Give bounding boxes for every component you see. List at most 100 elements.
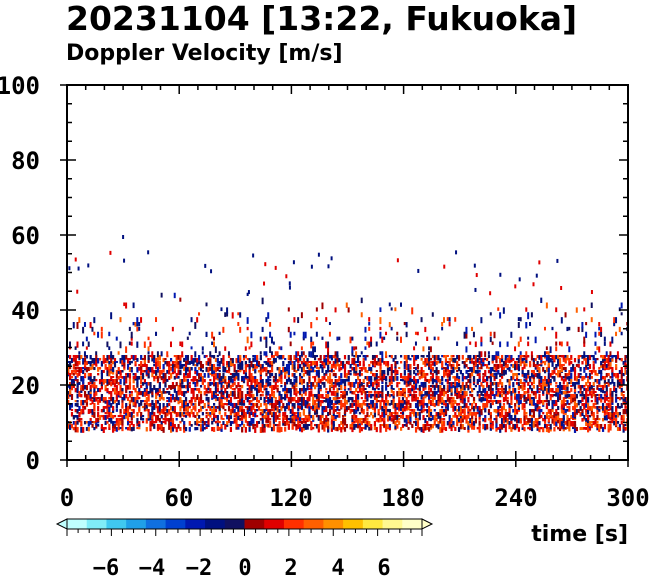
velocity-cell xyxy=(156,351,159,358)
velocity-cell xyxy=(173,397,176,403)
velocity-cell xyxy=(349,370,352,373)
velocity-cell xyxy=(91,379,94,384)
velocity-cell xyxy=(377,409,380,414)
velocity-cell xyxy=(366,397,369,402)
velocity-cell xyxy=(375,370,378,373)
velocity-cell xyxy=(323,427,326,432)
velocity-cell xyxy=(428,385,431,391)
velocity-cell xyxy=(478,385,481,391)
velocity-cell xyxy=(270,409,274,412)
velocity-cell xyxy=(287,421,290,424)
velocity-cell xyxy=(156,391,160,396)
velocity-cell xyxy=(76,382,79,388)
colorbar-label-4: 4 xyxy=(331,556,344,579)
velocity-cell xyxy=(110,364,113,370)
velocity-cell xyxy=(272,391,276,394)
velocity-cell xyxy=(289,415,292,418)
velocity-cell xyxy=(186,367,190,372)
velocity-cell xyxy=(459,412,463,417)
velocity-cell xyxy=(261,424,264,428)
velocity-cell xyxy=(82,385,85,391)
velocity-cell xyxy=(284,382,287,386)
velocity-cell xyxy=(233,388,236,391)
velocity-cell xyxy=(506,379,509,383)
velocity-cell xyxy=(540,355,543,361)
velocity-cell xyxy=(336,361,339,366)
velocity-cell xyxy=(364,403,367,406)
velocity-cell xyxy=(222,403,225,407)
velocity-cell xyxy=(136,394,139,399)
velocity-cell xyxy=(117,394,120,398)
velocity-cell xyxy=(469,409,472,412)
velocity-cell xyxy=(388,427,391,431)
velocity-cell xyxy=(297,364,300,369)
velocity-cell xyxy=(177,400,180,405)
velocity-cell xyxy=(581,412,584,417)
velocity-cell xyxy=(379,376,382,381)
velocity-cell xyxy=(482,358,485,363)
velocity-cell xyxy=(121,364,124,367)
velocity-cell xyxy=(545,427,549,433)
velocity-cell xyxy=(349,424,352,428)
velocity-cell xyxy=(123,415,126,420)
velocity-cell xyxy=(80,409,83,415)
velocity-outlier xyxy=(288,285,291,290)
velocity-cell xyxy=(457,376,461,380)
velocity-cell xyxy=(276,351,279,357)
velocity-cell xyxy=(564,412,567,415)
velocity-cell xyxy=(515,400,519,404)
velocity-cell xyxy=(444,355,448,359)
velocity-cell xyxy=(201,364,204,369)
velocity-cell xyxy=(586,421,590,426)
velocity-cell xyxy=(457,421,461,424)
velocity-cell xyxy=(592,364,595,370)
velocity-cell xyxy=(484,351,487,358)
velocity-cell xyxy=(568,361,571,366)
velocity-cell xyxy=(543,351,546,357)
velocity-cell xyxy=(536,364,539,370)
velocity-cell xyxy=(224,424,227,430)
velocity-cell xyxy=(212,412,216,418)
velocity-cell xyxy=(596,427,599,431)
velocity-cell xyxy=(624,409,627,415)
velocity-cell xyxy=(186,373,190,379)
velocity-cell xyxy=(390,379,393,385)
velocity-cell xyxy=(545,355,549,361)
x-tick-label-120: 120 xyxy=(269,484,312,512)
velocity-cell xyxy=(183,391,186,397)
velocity-cell xyxy=(153,385,156,390)
velocity-cell xyxy=(169,341,172,348)
velocity-cell xyxy=(201,346,204,351)
velocity-cell xyxy=(203,403,206,409)
velocity-cell xyxy=(93,317,96,324)
velocity-cell xyxy=(398,418,401,421)
velocity-cell xyxy=(164,391,167,394)
velocity-cell xyxy=(487,394,491,399)
velocity-cell xyxy=(512,424,515,430)
velocity-cell xyxy=(95,355,98,360)
velocity-cell xyxy=(121,415,124,419)
velocity-cell xyxy=(429,427,433,430)
velocity-cell xyxy=(609,421,612,424)
velocity-cell xyxy=(424,326,427,333)
velocity-cell xyxy=(256,397,259,403)
velocity-cell xyxy=(226,361,229,366)
velocity-cell xyxy=(355,409,358,414)
velocity-cell xyxy=(313,361,317,366)
velocity-cell xyxy=(299,373,302,377)
velocity-cell xyxy=(216,418,219,423)
velocity-cell xyxy=(289,361,292,366)
velocity-cell xyxy=(237,415,240,421)
velocity-cell xyxy=(166,400,169,403)
velocity-cell xyxy=(179,379,182,384)
velocity-cell xyxy=(190,400,193,406)
velocity-cell xyxy=(577,364,580,368)
velocity-cell xyxy=(265,382,268,385)
velocity-cell xyxy=(551,403,554,408)
velocity-cell xyxy=(536,418,539,422)
velocity-cell xyxy=(433,336,436,341)
velocity-cell xyxy=(474,412,477,418)
velocity-cell xyxy=(175,391,178,396)
velocity-cell xyxy=(489,424,492,428)
velocity-cell xyxy=(231,312,234,319)
